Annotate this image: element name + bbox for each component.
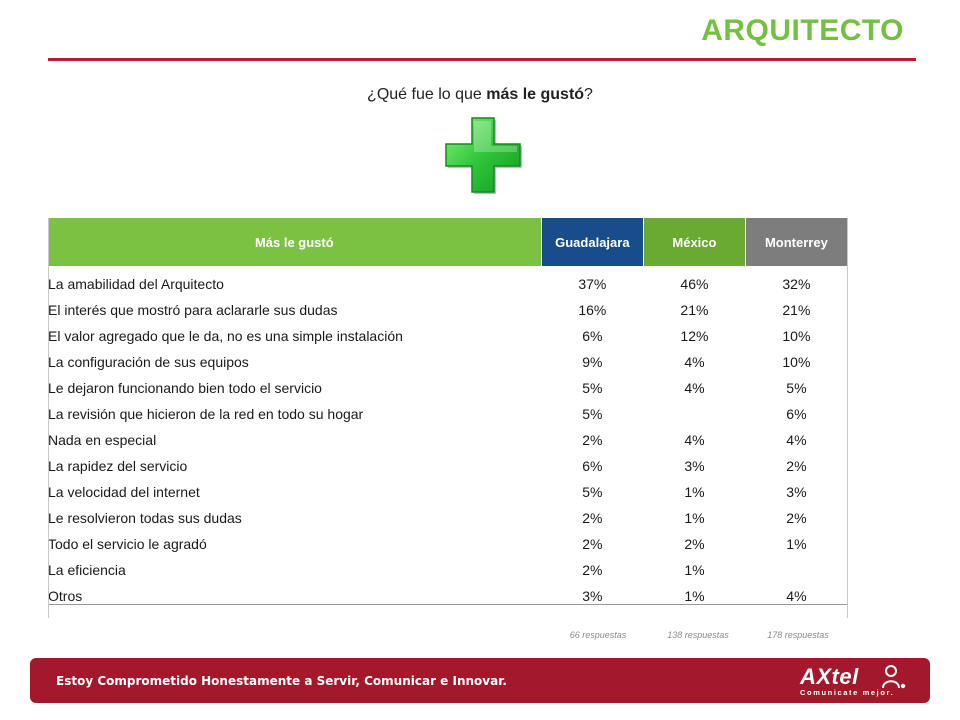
header-monterrey: Monterrey bbox=[745, 218, 849, 266]
table-row: Nada en especial 2% 4% 4% bbox=[48, 422, 848, 448]
row-label: El valor agregado que le da, no es una s… bbox=[48, 328, 403, 344]
value-monterrey: 2% bbox=[786, 458, 807, 474]
footer-slogan: Estoy Comprometido Honestamente a Servir… bbox=[56, 674, 507, 688]
row-label: La configuración de sus equipos bbox=[48, 354, 249, 370]
question-prefix: ¿Qué fue lo que bbox=[367, 86, 487, 103]
value-guadalajara: 37% bbox=[578, 276, 607, 292]
value-monterrey: 21% bbox=[782, 302, 811, 318]
question-emphasis: más le gustó bbox=[486, 86, 585, 103]
row-label: La rapidez del servicio bbox=[48, 458, 188, 474]
value-mexico: 1% bbox=[643, 578, 746, 605]
row-label: Nada en especial bbox=[48, 432, 157, 448]
value-guadalajara: 16% bbox=[578, 302, 607, 318]
title-rule bbox=[48, 58, 916, 61]
value-mexico: 1% bbox=[684, 562, 705, 578]
row-label: Otros bbox=[48, 578, 542, 605]
value-mexico: 1% bbox=[684, 484, 705, 500]
table-row: El valor agregado que le da, no es una s… bbox=[48, 318, 848, 344]
page-title: ARQUITECTO bbox=[701, 14, 904, 47]
value-monterrey: 4% bbox=[786, 432, 807, 448]
header-mas-le-gusto: Más le gustó bbox=[48, 218, 542, 266]
plus-icon bbox=[445, 117, 522, 194]
row-label: El interés que mostró para aclararle sus… bbox=[48, 302, 338, 318]
value-guadalajara: 6% bbox=[582, 458, 603, 474]
value-mexico: 2% bbox=[684, 536, 705, 552]
responses-monterrey: 178 respuestas bbox=[767, 630, 829, 640]
value-mexico: 4% bbox=[684, 380, 705, 396]
table-row: Le dejaron funcionando bien todo el serv… bbox=[48, 370, 848, 396]
table-row: Le resolvieron todas sus dudas 2% 1% 2% bbox=[48, 500, 848, 526]
responses-guadalajara: 66 respuestas bbox=[569, 630, 627, 640]
value-guadalajara: 3% bbox=[541, 578, 644, 605]
value-monterrey: 3% bbox=[786, 484, 807, 500]
row-label: La eficiencia bbox=[48, 562, 126, 578]
logo-tagline: Comunicate mejor. bbox=[800, 688, 895, 697]
value-monterrey: 32% bbox=[782, 276, 811, 292]
value-guadalajara: 6% bbox=[582, 328, 603, 344]
value-monterrey: 6% bbox=[786, 406, 807, 422]
table-row: La amabilidad del Arquitecto 37% 46% 32% bbox=[48, 266, 848, 292]
row-label: La amabilidad del Arquitecto bbox=[48, 276, 224, 292]
axtel-logo-icon bbox=[882, 665, 906, 689]
value-monterrey: 5% bbox=[786, 380, 807, 396]
value-guadalajara: 2% bbox=[582, 432, 603, 448]
question-suffix: ? bbox=[584, 86, 593, 103]
table-row: La velocidad del internet 5% 1% 3% bbox=[48, 474, 848, 500]
logo-word: AXtel bbox=[800, 664, 859, 689]
value-guadalajara: 9% bbox=[582, 354, 603, 370]
table-header-row: Más le gustó Guadalajara México Monterre… bbox=[48, 218, 849, 266]
value-monterrey: 1% bbox=[786, 536, 807, 552]
question: ¿Qué fue lo que más le gustó? bbox=[0, 86, 960, 104]
value-guadalajara: 2% bbox=[582, 562, 603, 578]
table-row: La revisión que hicieron de la red en to… bbox=[48, 396, 848, 422]
value-mexico: 12% bbox=[680, 328, 709, 344]
value-guadalajara: 2% bbox=[582, 510, 603, 526]
header-guadalajara: Guadalajara bbox=[541, 218, 645, 266]
value-mexico: 4% bbox=[684, 354, 705, 370]
footer-bar: Estoy Comprometido Honestamente a Servir… bbox=[30, 658, 930, 703]
value-mexico: 3% bbox=[684, 458, 705, 474]
value-monterrey: 4% bbox=[745, 578, 848, 605]
responses-mexico: 138 respuestas bbox=[667, 630, 729, 640]
value-monterrey bbox=[745, 552, 847, 578]
table-row: Todo el servicio le agradó 2% 2% 1% bbox=[48, 526, 848, 552]
table-row: La eficiencia 2% 1% bbox=[48, 552, 848, 578]
row-label: Le resolvieron todas sus dudas bbox=[48, 510, 242, 526]
value-guadalajara: 5% bbox=[582, 484, 603, 500]
value-monterrey: 2% bbox=[786, 510, 807, 526]
table-body: La amabilidad del Arquitecto 37% 46% 32% El … bbox=[48, 266, 848, 605]
value-mexico: 46% bbox=[680, 276, 709, 292]
results-table: Más le gustó Guadalajara México Monterre… bbox=[48, 218, 849, 605]
row-label: Todo el servicio le agradó bbox=[48, 536, 207, 552]
row-label: La velocidad del internet bbox=[48, 484, 200, 500]
table-row: La configuración de sus equipos 9% 4% 10% bbox=[48, 344, 848, 370]
value-mexico: 4% bbox=[684, 432, 705, 448]
value-guadalajara: 2% bbox=[582, 536, 603, 552]
table-row: Otros 3% 1% 4% bbox=[48, 578, 848, 605]
header-mexico: México bbox=[643, 218, 746, 266]
value-mexico: 1% bbox=[684, 510, 705, 526]
table-row: El interés que mostró para aclararle sus… bbox=[48, 292, 848, 318]
value-mexico: 21% bbox=[680, 302, 709, 318]
value-monterrey: 10% bbox=[782, 354, 811, 370]
table-row: La rapidez del servicio 6% 3% 2% bbox=[48, 448, 848, 474]
row-label: La revisión que hicieron de la red en to… bbox=[48, 406, 364, 422]
axtel-logo: AXtel Comunicate mejor. bbox=[796, 662, 906, 700]
row-label: Le dejaron funcionando bien todo el serv… bbox=[48, 380, 322, 396]
value-mexico bbox=[644, 396, 746, 422]
value-guadalajara: 5% bbox=[582, 380, 603, 396]
value-monterrey: 10% bbox=[782, 328, 811, 344]
value-guadalajara: 5% bbox=[582, 406, 603, 422]
